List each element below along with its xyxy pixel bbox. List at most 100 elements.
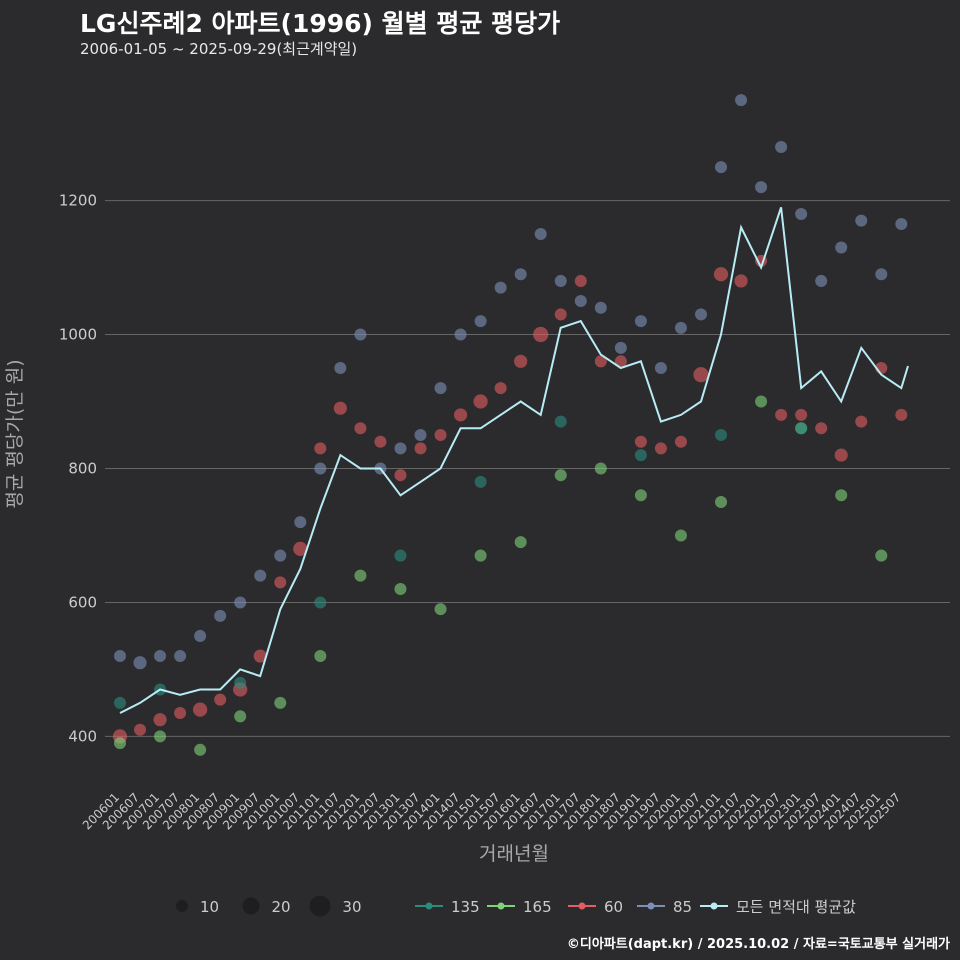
legend-label-1: 165 <box>523 898 552 916</box>
point-60-201407 <box>453 408 468 422</box>
point-60-201007 <box>293 541 308 556</box>
point-85-202201 <box>755 181 768 194</box>
point-85-200801 <box>194 629 207 642</box>
legend-size-label-30: 30 <box>342 898 361 916</box>
point-60-202107 <box>734 274 748 288</box>
point-60-201207 <box>374 435 387 448</box>
point-60-201107 <box>333 401 347 415</box>
point-60-201501 <box>473 394 488 409</box>
point-135-201901 <box>634 449 647 462</box>
point-85-200607 <box>133 656 147 670</box>
point-60-202307 <box>815 422 828 435</box>
point-85-201007 <box>294 516 307 529</box>
point-60-201201 <box>354 422 367 435</box>
point-85-200901 <box>234 596 247 609</box>
point-85-201101 <box>314 462 327 475</box>
point-165-202101 <box>715 495 728 508</box>
point-85-202101 <box>715 161 728 174</box>
point-85-202507 <box>895 218 908 231</box>
point-85-200907 <box>254 569 267 582</box>
point-85-202301 <box>795 207 808 220</box>
y-axis-label: 평균 평당가(만 원) <box>4 359 26 508</box>
point-85-201301 <box>394 442 407 455</box>
point-85-201907 <box>654 362 667 375</box>
point-85-201407 <box>454 328 467 341</box>
point-60-201301 <box>394 469 407 482</box>
point-60-201701 <box>554 308 567 321</box>
point-60-202207 <box>775 408 788 421</box>
point-165-201101 <box>314 650 327 663</box>
point-165-200601 <box>113 737 127 750</box>
average-line <box>119 206 909 714</box>
point-85-200601 <box>113 650 127 663</box>
y-tick-1200: 1200 <box>59 192 97 210</box>
point-60-201401 <box>434 428 447 442</box>
point-60-201907 <box>654 442 667 455</box>
point-165-201201 <box>354 569 367 582</box>
legend-marker-3 <box>647 902 655 910</box>
source-credit: ©디아파트(dapt.kr) / 2025.10.02 / 자료=국토교통부 실… <box>566 937 950 952</box>
point-85-200701 <box>154 650 167 663</box>
point-60-201807 <box>614 355 627 368</box>
x-axis-label: 거래년월 <box>479 843 549 865</box>
chart-subtitle: 2006-01-05 ~ 2025-09-29(최근계약일) <box>80 40 358 58</box>
point-85-201001 <box>274 549 287 562</box>
legend-label-4: 모든 면적대 평균값 <box>736 898 856 916</box>
point-60-202007 <box>693 367 709 383</box>
y-tick-400: 400 <box>68 727 97 745</box>
point-60-201101 <box>314 442 327 455</box>
point-85-201607 <box>534 228 547 241</box>
point-85-201507 <box>494 281 507 294</box>
point-85-202107 <box>735 94 748 107</box>
point-165-202001 <box>674 529 687 542</box>
y-tick-600: 600 <box>68 593 97 611</box>
point-135-201301 <box>394 549 407 562</box>
legend-size-30 <box>309 895 331 917</box>
legend-marker-0 <box>425 902 433 910</box>
point-85-200707 <box>174 650 187 663</box>
point-85-200807 <box>214 609 227 622</box>
point-85-202007 <box>694 308 707 321</box>
legend-label-0: 135 <box>451 898 480 916</box>
point-60-200707 <box>174 706 187 719</box>
point-60-202407 <box>855 415 868 428</box>
point-60-201607 <box>533 326 549 343</box>
legend-marker-1 <box>497 902 505 910</box>
point-85-201901 <box>634 315 647 328</box>
point-60-200701 <box>153 713 167 727</box>
legend-marker-4 <box>710 902 718 910</box>
y-tick-1000: 1000 <box>59 326 97 344</box>
point-165-201701 <box>554 469 567 482</box>
point-85-201601 <box>514 268 527 281</box>
point-165-202201 <box>755 395 768 408</box>
point-85-202307 <box>815 274 828 287</box>
y-tick-800: 800 <box>68 459 97 477</box>
point-85-201701 <box>554 274 567 287</box>
point-60-201001 <box>274 576 287 589</box>
chart-title: LG신주례2 아파트(1996) 월별 평균 평당가 <box>80 9 561 38</box>
point-135-201101 <box>314 596 327 609</box>
point-165-201801 <box>594 462 607 475</box>
legend-size-label-20: 20 <box>271 898 290 916</box>
point-165-202501 <box>875 549 888 562</box>
y-tick-labels: 400 600 800 1000 1200 <box>59 192 97 746</box>
point-165-201301 <box>394 583 407 596</box>
point-135-201701 <box>554 415 567 428</box>
point-85-201201 <box>354 328 367 341</box>
legend-label-2: 60 <box>604 898 623 916</box>
point-85-202401 <box>835 241 848 254</box>
legend-marker-2 <box>578 902 586 910</box>
point-85-201807 <box>614 341 627 354</box>
point-60-202401 <box>834 448 848 462</box>
point-60-201901 <box>634 435 647 448</box>
legend-size-20 <box>242 897 260 915</box>
point-85-201801 <box>594 301 607 314</box>
point-60-202301 <box>795 408 808 421</box>
point-165-201001 <box>274 696 287 709</box>
point-165-202401 <box>835 489 848 502</box>
point-165-200801 <box>194 743 207 756</box>
point-165-201901 <box>634 489 647 502</box>
point-60-200807 <box>214 693 227 706</box>
point-135-200901 <box>234 676 247 689</box>
